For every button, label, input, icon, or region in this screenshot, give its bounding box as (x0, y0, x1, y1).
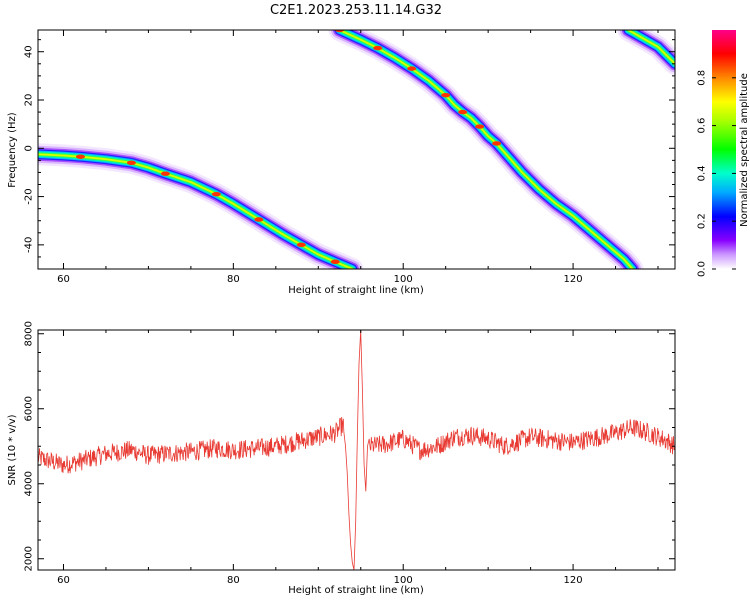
y-tick-label: 4000 (24, 471, 35, 496)
figure-title: C2E1.2023.253.11.14.G32 (270, 3, 442, 18)
snr-line (38, 330, 675, 570)
spectral-peak (126, 160, 136, 165)
snr-panel: 60 80 100 120 2000 4000 6000 8000 Height of st… (7, 321, 676, 596)
colorbar-ticks: 0.0 0.2 0.4 0.6 0.8 (697, 70, 736, 277)
snr-y-ticks: 2000 4000 6000 8000 (24, 321, 675, 571)
colorbar-tick-label: 0.8 (697, 70, 708, 86)
colorbar-tick-label: 0.2 (697, 213, 708, 229)
x-tick-label: 80 (227, 274, 240, 285)
y-tick-label: 2000 (24, 546, 35, 571)
colorbar: 0.0 0.2 0.4 0.6 0.8 Normalized spectral ampl… (697, 30, 750, 277)
spectrogram-y-axis-label: Frequency (Hz) (7, 112, 18, 188)
spectral-ridge-2-layer-7 (627, 30, 675, 65)
x-tick-label: 120 (564, 274, 583, 285)
colorbar-tick-label: 0.0 (697, 261, 708, 277)
spectral-ridge-1-layer-7 (338, 30, 634, 269)
spectrogram-panel: 60 80 100 120 -40 -20 0 20 40 Height of straigh… (7, 29, 676, 296)
x-tick-label: 60 (57, 274, 70, 285)
x-tick-label: 80 (227, 575, 240, 586)
spectral-peak (492, 141, 502, 146)
spectral-peak (211, 191, 221, 197)
spectrogram-frame (37, 29, 676, 270)
spectral-peak (160, 171, 170, 176)
snr-x-axis-label: Height of straight line (km) (288, 585, 424, 596)
y-tick-label: 8000 (24, 321, 35, 346)
spectral-ridge-0-layer-7 (38, 153, 354, 269)
y-tick-label: 6000 (24, 396, 35, 421)
spectral-peak (475, 124, 485, 129)
y-tick-label: 40 (24, 45, 35, 58)
y-tick-label: 20 (24, 94, 35, 107)
spectral-ridge-1-layer-4 (335, 30, 637, 269)
x-tick-label: 100 (394, 274, 413, 285)
spectral-peak (441, 92, 451, 98)
x-tick-label: 60 (57, 575, 70, 586)
colorbar-gradient (712, 30, 736, 269)
spectral-peak (75, 154, 85, 159)
spectral-peak (335, 30, 345, 33)
x-tick-label: 100 (394, 575, 413, 586)
colorbar-label: Normalized spectral amplitude (739, 73, 750, 227)
spectral-peak (458, 109, 468, 115)
spectrogram-x-ticks: 60 80 100 120 (57, 30, 659, 285)
x-tick-label: 120 (564, 575, 583, 586)
spectrogram-y-ticks: -40 -20 0 20 40 (24, 39, 675, 270)
y-tick-label: -40 (24, 237, 35, 253)
snr-y-axis-label: SNR (10 * v/v) (7, 414, 18, 485)
spectral-peak (407, 66, 417, 71)
spectral-peak (296, 242, 306, 248)
snr-x-ticks: 60 80 100 120 (57, 330, 659, 586)
spectral-peak (254, 217, 264, 222)
spectral-ridge-0-layer-3 (38, 149, 358, 269)
spectrogram-x-axis-label: Height of straight line (km) (288, 285, 424, 296)
snr-trace (38, 330, 675, 570)
colorbar-tick-label: 0.4 (697, 165, 708, 181)
spectral-traces (38, 30, 675, 269)
y-tick-label: 0 (24, 145, 35, 151)
spectral-peak (330, 259, 340, 264)
snr-frame (37, 329, 676, 571)
spectral-peak (373, 45, 383, 51)
y-tick-label: -20 (24, 188, 35, 204)
colorbar-tick-label: 0.6 (697, 118, 708, 134)
